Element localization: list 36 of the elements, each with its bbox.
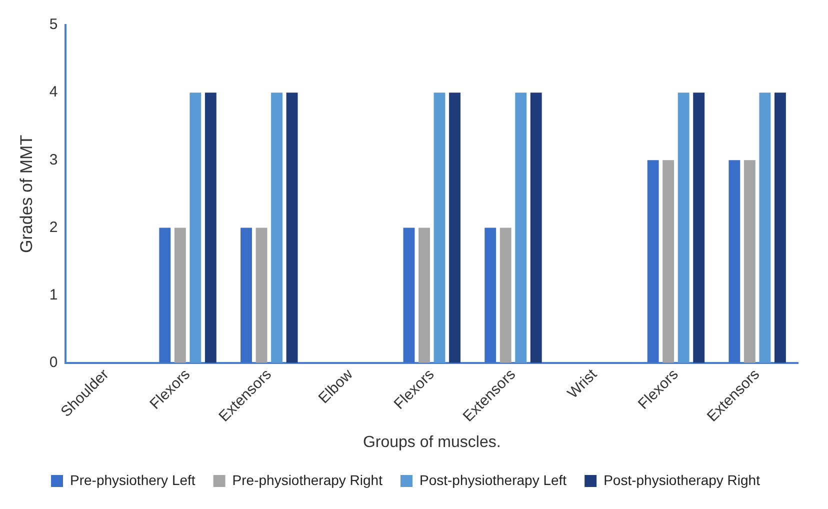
y-tick-label: 1 [49,286,58,304]
bar [204,92,216,363]
bar [678,92,690,363]
bar [774,92,786,363]
bar [240,228,252,363]
bar [174,228,186,363]
bar [484,228,496,363]
y-tick-label: 0 [49,354,58,372]
bar [256,228,268,363]
bar [286,92,298,363]
bar [190,92,202,363]
bar [418,228,430,363]
bar [647,160,659,363]
y-tick-label: 2 [49,218,58,236]
bar [500,228,512,363]
bar [662,160,674,363]
x-axis-title: Groups of muscles. [362,434,501,451]
bar [515,92,527,363]
bar [744,160,756,363]
legend-label: Pre-physiothery Left [70,472,196,488]
y-tick-label: 4 [49,84,58,101]
y-tick-label: 3 [49,151,58,168]
y-axis-title: Grades of MMT [16,134,36,254]
legend-label: Post-physiotherapy Right [604,472,760,488]
bar [530,92,542,363]
bar [759,92,771,363]
legend-label: Post-physiotherapy Left [419,472,567,488]
bar [449,92,460,363]
y-tick-label: 5 [49,16,58,34]
bar [271,92,282,363]
bar [403,228,415,363]
bar [159,228,171,363]
legend-label: Pre-physiotherapy Right [232,472,383,488]
bar [728,160,740,363]
bar [693,92,705,363]
bar [434,92,446,363]
